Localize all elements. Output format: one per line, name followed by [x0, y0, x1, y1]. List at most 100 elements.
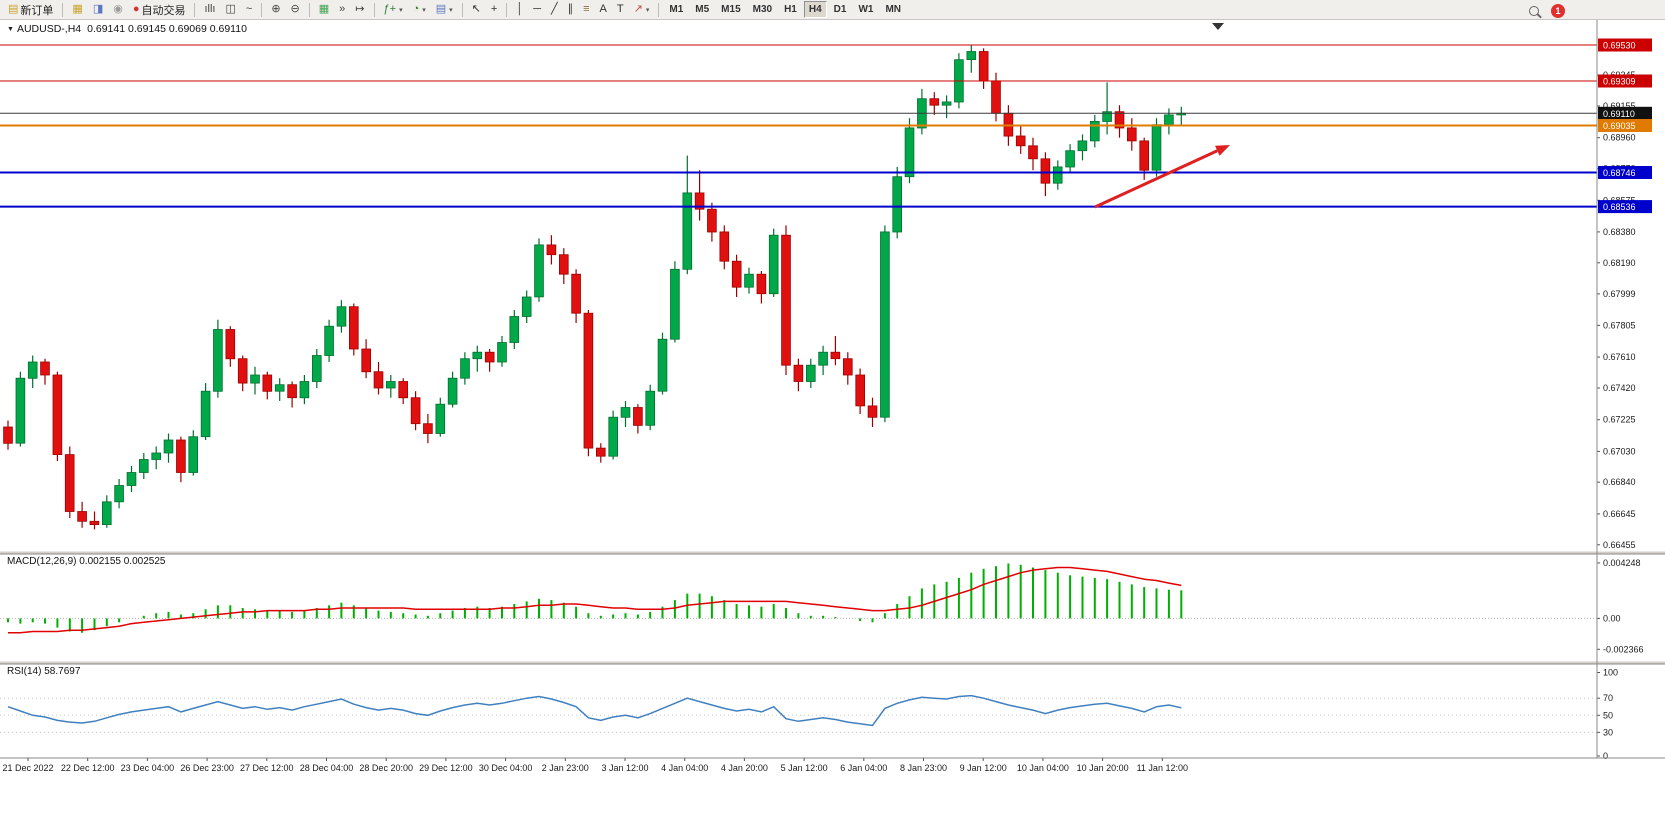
timeframe-w1-button[interactable]: W1 — [853, 1, 878, 18]
svg-text:0.68380: 0.68380 — [1603, 227, 1636, 237]
panel-separator[interactable] — [0, 660, 1665, 665]
bar-chart-icon: ıllı — [204, 3, 216, 15]
periods-clock-icon: ◔ — [412, 3, 420, 15]
svg-text:2 Jan 23:00: 2 Jan 23:00 — [542, 763, 589, 773]
tile-windows-icon: ▦ — [318, 3, 330, 15]
zoom-in-button[interactable]: ⊕ — [267, 1, 284, 18]
refresh-button[interactable]: ◉ — [109, 1, 127, 18]
dropdown-arrow-icon: ▾ — [645, 6, 650, 14]
line-chart-icon: ~ — [245, 3, 253, 15]
chart-canvas[interactable]: 0.693450.691550.689600.687700.685750.683… — [0, 20, 1665, 828]
svg-text:0.69309: 0.69309 — [1603, 77, 1636, 87]
svg-text:3 Jan 12:00: 3 Jan 12:00 — [601, 763, 648, 773]
timeframe-m30-button[interactable]: M30 — [748, 1, 777, 18]
fibonacci-button[interactable]: ≡ — [579, 1, 593, 18]
collapse-triangle-icon[interactable]: ▼ — [7, 26, 14, 33]
templates-button[interactable]: ▤ ▾ — [432, 1, 457, 18]
panel-separator[interactable] — [0, 550, 1665, 555]
new-chart-icon: ▦ — [72, 3, 83, 15]
indicators-button[interactable]: ƒ+ ▾ — [380, 1, 407, 18]
profiles-button[interactable]: ◨ — [89, 1, 107, 18]
svg-text:30: 30 — [1603, 727, 1613, 737]
crosshair-button[interactable]: + — [487, 1, 501, 18]
dropdown-arrow-icon: ▾ — [422, 6, 426, 14]
chart-shift-icon: ↦ — [355, 3, 365, 15]
shapes-button[interactable]: ↗ ▾ — [630, 1, 654, 18]
equidistant-channel-icon: ∥ — [567, 3, 574, 15]
indicators-icon: ƒ+ — [383, 3, 397, 15]
timeframe-h4-button[interactable]: H4 — [803, 1, 827, 18]
svg-text:9 Jan 12:00: 9 Jan 12:00 — [960, 763, 1007, 773]
timeframe-m15-button[interactable]: M15 — [716, 1, 745, 18]
timeframe-h1-button[interactable]: H1 — [779, 1, 802, 18]
text-icon: A — [599, 3, 607, 15]
order-ticket-icon: ▤ — [8, 3, 19, 15]
timeframe-m5-button[interactable]: M5 — [690, 1, 714, 18]
svg-text:0.67030: 0.67030 — [1603, 446, 1636, 456]
auto-scroll-button[interactable]: » — [335, 1, 349, 18]
time-axis: 21 Dec 2022 22 Dec 12:00 23 Dec 04:00 26 De… — [0, 757, 1665, 773]
price-axis-box: 0.69110 — [1598, 106, 1652, 120]
auto-scroll-icon: » — [339, 3, 346, 15]
channel-button[interactable]: ∥ — [564, 1, 578, 18]
svg-text:0.66840: 0.66840 — [1603, 477, 1636, 487]
price-axis-box: 0.69530 — [1598, 38, 1652, 52]
horizontal-line-button[interactable]: ─ — [529, 1, 545, 18]
new-order-button[interactable]: ▤ 新订单 — [4, 1, 57, 18]
svg-text:0.66645: 0.66645 — [1603, 509, 1636, 519]
svg-text:27 Dec 12:00: 27 Dec 12:00 — [240, 763, 294, 773]
trend-arrow[interactable] — [1094, 145, 1230, 209]
svg-text:0.66455: 0.66455 — [1603, 540, 1636, 550]
toolbar: ▤ 新订单 ▦ ◨ ◉ ● 自动交易 ıllı ◫ ~ ⊕ ⊖ ▦» ↦ ƒ+ ▾ ◔ ▾ ▤ ▾ ↖ + │ ─ ╱ ∥ ≡ A T ↗… — [0, 0, 1665, 20]
svg-text:4 Jan 20:00: 4 Jan 20:00 — [721, 763, 768, 773]
toolbar-separator — [261, 2, 263, 17]
cursor-button[interactable]: ↖ — [468, 1, 485, 18]
svg-text:100: 100 — [1603, 668, 1618, 678]
timeframe-d1-button[interactable]: D1 — [829, 1, 852, 18]
timeframe-mn-button[interactable]: MN — [880, 1, 906, 18]
periods-button[interactable]: ◔ ▾ — [409, 1, 430, 18]
candlestick-chart-button[interactable]: ◫ — [221, 1, 239, 18]
chart-shift-button[interactable]: ↦ — [351, 1, 368, 18]
search-icon[interactable] — [1529, 5, 1539, 16]
svg-text:0.69155: 0.69155 — [1603, 101, 1636, 111]
chart-shift-marker-icon[interactable] — [1212, 23, 1224, 30]
zoom-out-button[interactable]: ⊖ — [287, 1, 304, 18]
toolbar-separator — [194, 2, 196, 17]
svg-text:22 Dec 12:00: 22 Dec 12:00 — [61, 763, 115, 773]
new-chart-button[interactable]: ▦ — [68, 1, 86, 18]
svg-text:11 Jan 12:00: 11 Jan 12:00 — [1137, 763, 1188, 773]
vertical-line-button[interactable]: │ — [512, 1, 527, 18]
rsi-indicator-label: RSI(14) 58.7697 — [7, 666, 81, 677]
refresh-icon: ◉ — [113, 3, 123, 15]
line-chart-button[interactable]: ~ — [242, 1, 256, 18]
zoom-in-icon: ⊕ — [271, 3, 281, 15]
svg-text:0.69035: 0.69035 — [1603, 121, 1636, 131]
svg-text:28 Dec 04:00: 28 Dec 04:00 — [300, 763, 354, 773]
cursor-icon: ↖ — [471, 3, 481, 15]
svg-text:8 Jan 23:00: 8 Jan 23:00 — [900, 763, 947, 773]
chart-title-bar: ▼ AUDUSD-,H4 0.69141 0.69145 0.69069 0.691… — [7, 23, 247, 35]
svg-text:29 Dec 12:00: 29 Dec 12:00 — [419, 763, 473, 773]
timeframe-m1-button[interactable]: M1 — [664, 1, 688, 18]
notification-badge[interactable]: 1 — [1551, 3, 1565, 18]
svg-text:6 Jan 04:00: 6 Jan 04:00 — [840, 763, 887, 773]
svg-text:10 Jan 04:00: 10 Jan 04:00 — [1017, 763, 1069, 773]
svg-text:0.67805: 0.67805 — [1603, 320, 1636, 330]
bar-chart-button[interactable]: ıllı — [200, 1, 219, 18]
svg-text:70: 70 — [1603, 693, 1613, 703]
label-button[interactable]: T — [613, 1, 628, 18]
chart-window[interactable]: 0.693450.691550.689600.687700.685750.683… — [0, 20, 1665, 828]
trendline-button[interactable]: ╱ — [547, 1, 562, 18]
svg-text:0.68746: 0.68746 — [1603, 168, 1636, 178]
svg-text:0.68190: 0.68190 — [1603, 258, 1636, 268]
dropdown-arrow-icon: ▾ — [399, 6, 403, 14]
text-button[interactable]: A — [596, 1, 611, 18]
horizontal-line-icon: ─ — [533, 3, 541, 15]
price-axis: 0.693450.691550.689600.687700.685750.683… — [1597, 70, 1636, 550]
tile-windows-button[interactable]: ▦ — [315, 1, 333, 18]
auto-trading-icon: ● — [132, 3, 140, 15]
auto-trading-button[interactable]: ● 自动交易 — [129, 1, 190, 18]
svg-text:30 Dec 04:00: 30 Dec 04:00 — [479, 763, 533, 773]
toolbar-separator — [373, 2, 375, 17]
